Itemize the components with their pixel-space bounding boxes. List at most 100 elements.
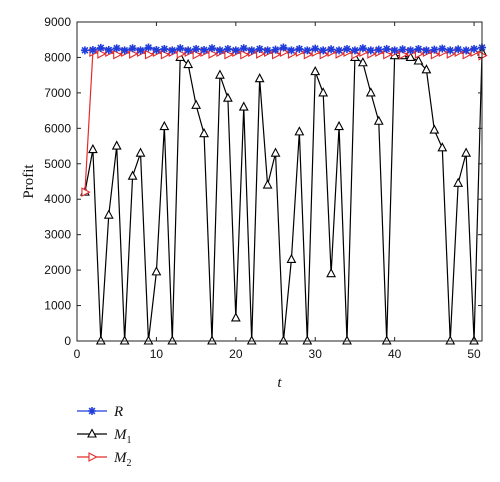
series-r-point [343,44,351,53]
y-tick-label: 3000 [44,228,71,242]
series-m1-point [278,335,289,345]
series-r [80,43,486,55]
series-r-point [112,44,121,53]
series-m1-point [167,335,178,345]
series-r-point [470,44,479,53]
series-m1-point [453,177,464,187]
series-m1-point [207,335,217,345]
series-m1-point [215,69,225,79]
series-r-point [406,46,415,55]
series-r-point [223,44,232,53]
series-m1-point [381,335,392,345]
y-tick-label: 0 [64,334,71,348]
series-r-point [446,46,455,55]
series-r-point [398,45,407,54]
series-m1-point [238,101,249,111]
y-tick-label: 5000 [44,157,71,171]
series-r-point [438,44,447,53]
series-m1-point [183,58,194,69]
plot-frame [76,21,483,342]
legend-label-sub: 2 [127,458,132,469]
series-m1-line [84,52,483,342]
series-m1-point [95,335,106,345]
x-tick-label: 0 [74,347,81,361]
x-tick-label: 30 [309,347,323,361]
series-r-point [80,46,89,55]
x-tick-label: 20 [229,347,243,361]
legend-marker-m1 [87,428,97,438]
series-m2-point [240,49,250,60]
series-r-point [160,44,169,53]
series-r-point [287,46,296,55]
series-layer [80,43,488,345]
y-tick-label: 6000 [44,121,71,135]
series-m1-point [334,120,344,131]
series-r-point [144,43,153,52]
series-r-point [88,46,97,55]
x-tick-label: 50 [467,347,481,361]
series-m1-point [294,126,305,136]
series-r-point [350,46,359,55]
series-r-point [152,46,161,55]
legend-label-main: M [113,427,128,443]
series-m1-point [135,147,146,157]
series-r-point [239,44,248,53]
series-m1-point [270,147,281,157]
series-r-point [454,45,463,54]
legend-label-m1: M1 [113,427,132,446]
legend-label-main: M [113,450,128,466]
y-tick-label: 1000 [44,299,71,313]
series-r-point [128,44,137,53]
series-r-point [311,44,320,53]
series-m2-point [81,187,91,198]
series-m1-point [222,92,233,102]
series-r-point [366,46,375,55]
series-m1-point [326,267,337,278]
series-m2-point [113,49,123,60]
series-m1-point [191,99,202,109]
series-m1-point [246,335,257,345]
series-r-point [279,43,288,52]
series-r-point [390,46,399,55]
series-m1-point [318,87,329,97]
series-r-point [303,46,312,55]
series-m1-point [87,143,98,154]
series-m1-point [437,142,448,152]
x-tick-label: 40 [388,347,402,361]
legend-marker-r [88,407,96,415]
series-m1-point [421,64,432,74]
series-m1-point [286,253,297,264]
series-r-point [327,45,336,54]
legend-label-r: R [113,404,123,420]
series-r-point [215,46,224,55]
series-r-point [382,44,391,53]
series-r-point [335,46,344,55]
series-r-point [414,44,423,53]
series-r-point [271,45,280,54]
series-m1-point [365,87,376,97]
series-r-point [462,46,471,55]
series-m1-point [262,179,273,189]
series-m2-point [144,49,155,60]
legend-entry-m1: M1 [77,427,132,446]
series-m1-point [254,73,265,83]
series-r-point [208,44,216,53]
series-r-point [247,46,256,55]
series-m1-point [230,312,241,322]
series-m2-point [97,48,107,59]
series-m1-point [445,335,456,345]
x-tick-label: 10 [150,347,164,361]
series-r-point [422,46,431,55]
series-m1 [80,46,487,345]
series-r-point [168,46,177,55]
series-r-point [255,44,264,53]
y-tick-label: 2000 [44,263,71,277]
series-m1-point [429,124,440,134]
series-m1-point [199,127,209,138]
series-r-point [319,46,328,55]
y-tick-label: 7000 [44,86,71,100]
y-tick-label: 8000 [44,50,71,64]
series-r-point [192,44,201,53]
